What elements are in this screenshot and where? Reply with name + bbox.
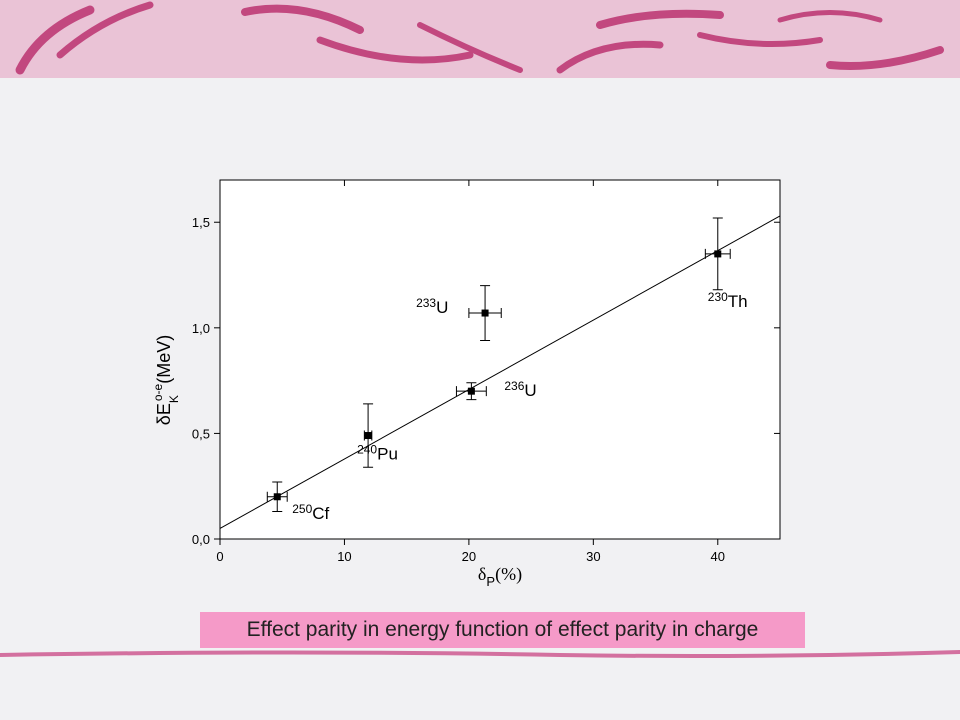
- data-point: [467, 387, 475, 395]
- x-label-sub: P: [486, 574, 495, 589]
- y-tick-label: 1,5: [192, 215, 210, 230]
- y-axis-label: δEKo-e(MeV): [151, 335, 181, 425]
- data-point: [714, 250, 722, 258]
- point-label-element: Pu: [377, 445, 398, 464]
- y-label-sup: o-e: [151, 383, 165, 401]
- y-tick-label: 1,0: [192, 321, 210, 336]
- fit-line: [219, 215, 781, 529]
- point-label-element: U: [436, 298, 448, 317]
- y-label-sub: K: [167, 395, 181, 403]
- caption: Effect parity in energy function of effe…: [200, 612, 805, 648]
- y-label-unit: (MeV): [154, 335, 174, 384]
- point-label-mass: 236: [504, 379, 524, 393]
- x-label-unit: (%): [495, 564, 522, 585]
- point-label-element: Th: [728, 292, 748, 311]
- point-label-mass: 240: [357, 443, 377, 457]
- point-label: 250Cf: [292, 502, 329, 523]
- point-label-element: U: [524, 381, 536, 400]
- data-point: [273, 493, 281, 501]
- point-label-mass: 233: [416, 296, 436, 310]
- point-label: 233U: [416, 296, 448, 317]
- y-label-symbol: δE: [154, 403, 174, 425]
- point-label: 236U: [504, 379, 536, 400]
- x-tick-label: 30: [586, 549, 600, 564]
- x-label-symbol: δ: [478, 564, 486, 584]
- point-label-mass: 250: [292, 502, 312, 516]
- data-point: [364, 432, 372, 440]
- point-label: 240Pu: [357, 443, 398, 464]
- plot-frame: [219, 179, 781, 540]
- data-point: [481, 309, 489, 317]
- x-axis-label: δP(%): [478, 564, 522, 589]
- point-label: 230Th: [708, 290, 748, 311]
- point-label-mass: 230: [708, 290, 728, 304]
- x-tick-label: 10: [337, 549, 351, 564]
- y-tick-label: 0,0: [192, 532, 210, 547]
- y-tick-label: 0,5: [192, 426, 210, 441]
- banner-decoration: [0, 1, 960, 658]
- x-tick-label: 0: [216, 549, 223, 564]
- point-label-element: Cf: [312, 504, 329, 523]
- x-tick-label: 40: [711, 549, 725, 564]
- x-tick-label: 20: [462, 549, 476, 564]
